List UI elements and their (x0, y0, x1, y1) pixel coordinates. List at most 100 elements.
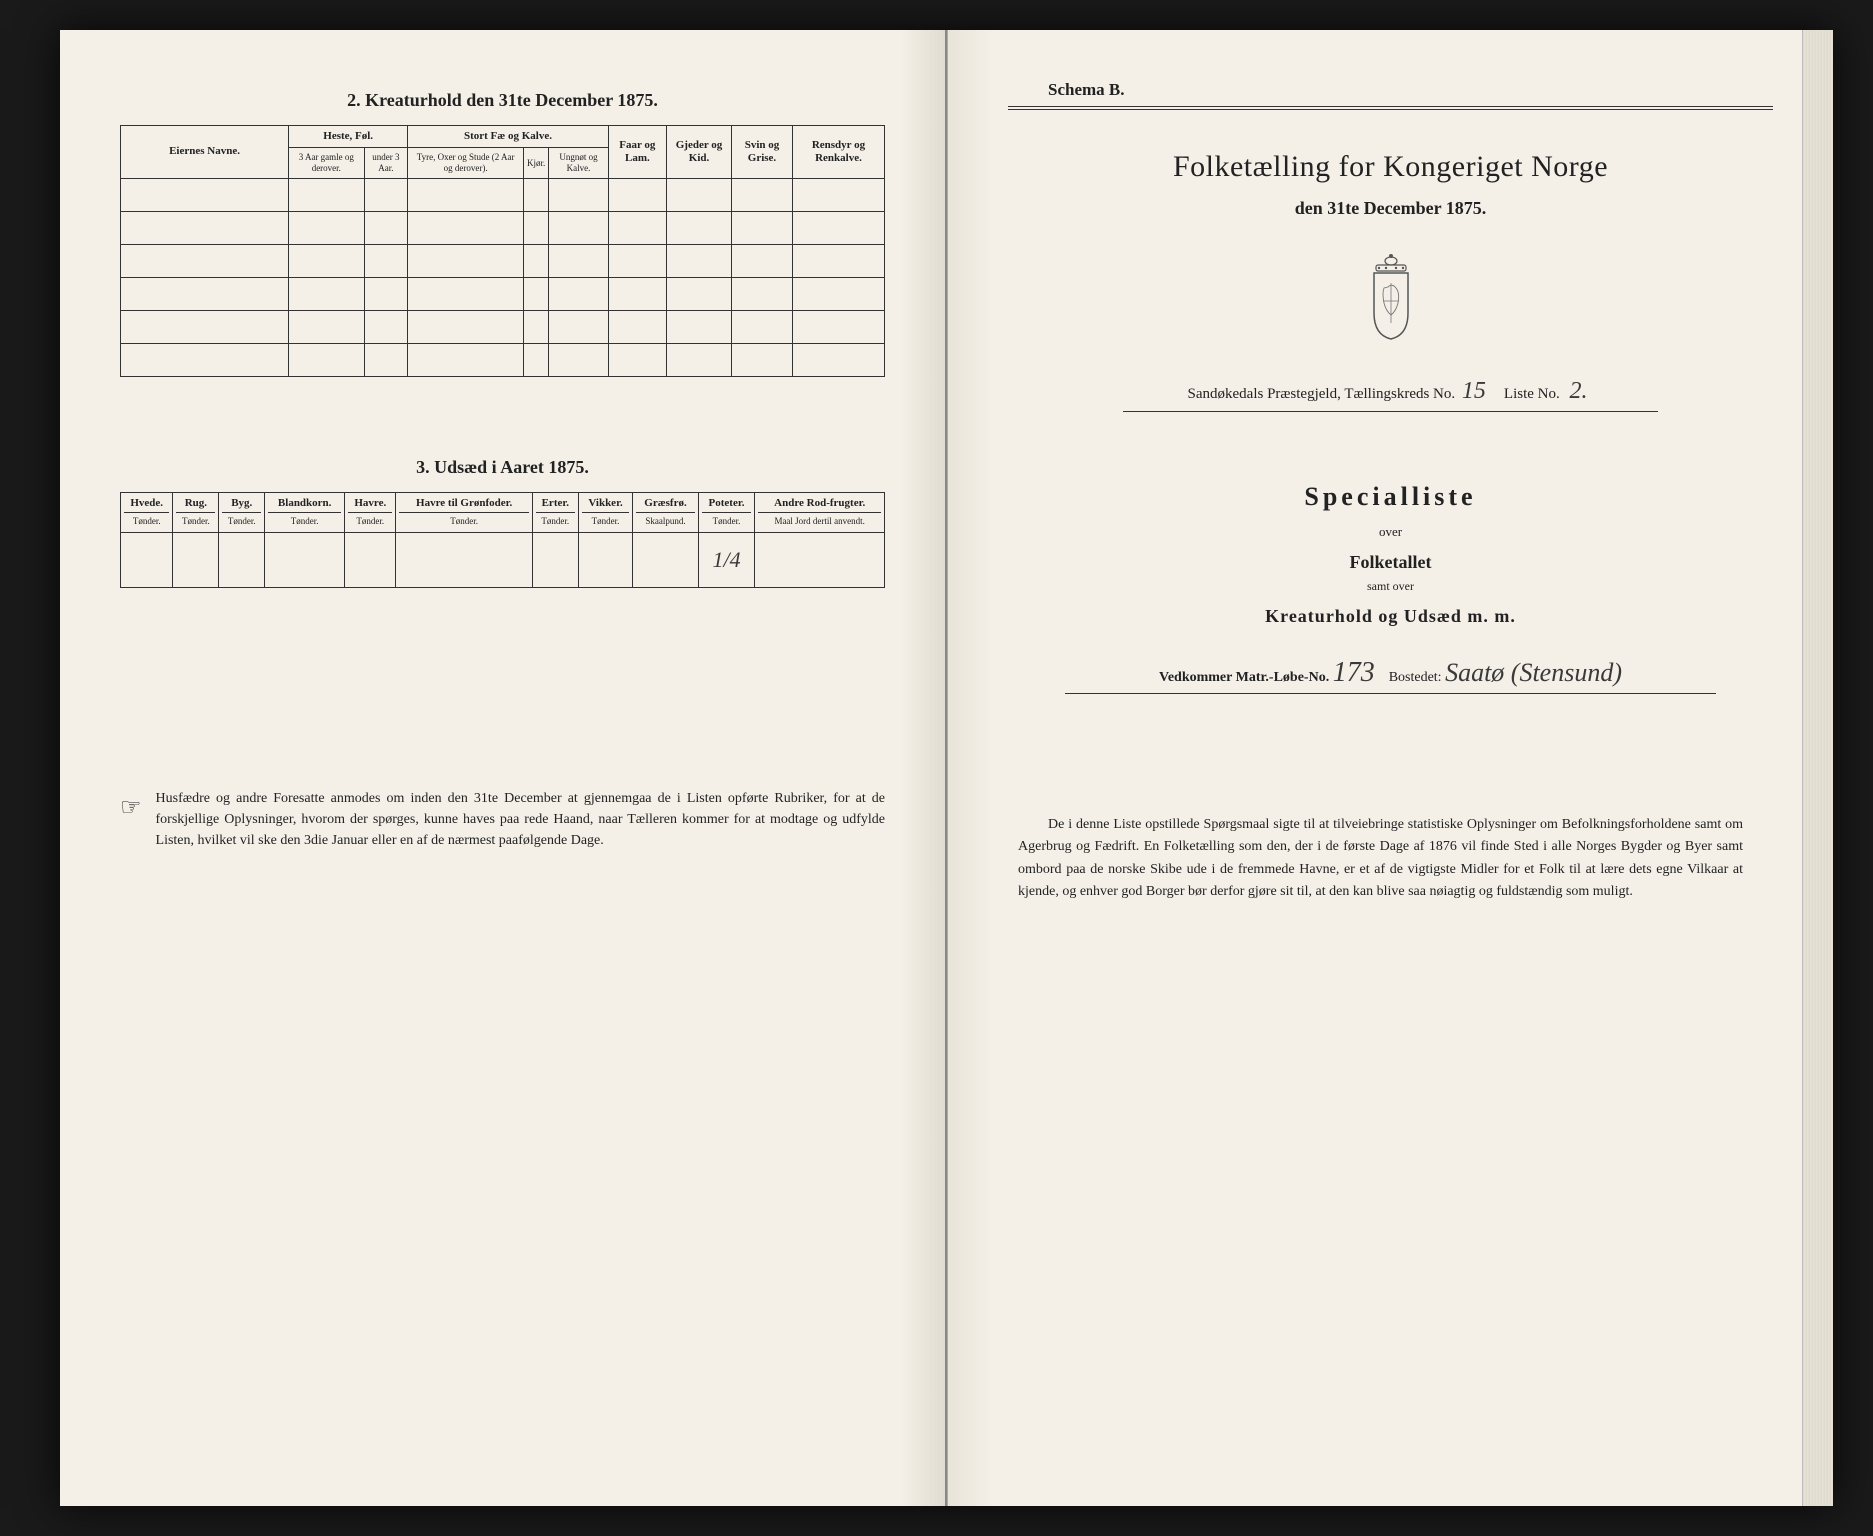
livestock-cell (608, 310, 666, 343)
bosted-label: Bostedet: (1389, 670, 1442, 685)
storfe-a: Tyre, Oxer og Stude (2 Aar og derover). (408, 148, 524, 179)
specialliste-title: Specialliste (1008, 482, 1773, 512)
livestock-cell (408, 343, 524, 376)
seed-cell (532, 533, 578, 588)
livestock-cell (524, 211, 549, 244)
coat-of-arms-icon (1008, 253, 1773, 348)
livestock-cell (121, 277, 289, 310)
livestock-cell (121, 310, 289, 343)
col-rensdyr: Rensdyr og Renkalve. (792, 126, 884, 179)
parish-line: Sandøkedals Præstegjeld, Tællingskreds N… (1008, 378, 1773, 405)
group-heste: Heste, Føl. (289, 126, 408, 148)
right-page: Schema B. Folketælling for Kongeriget No… (947, 30, 1833, 1506)
livestock-cell (667, 310, 732, 343)
schema-label: Schema B. (1048, 80, 1773, 100)
seed-col-header: Byg.Tønder. (219, 492, 265, 532)
seed-col-header: Blandkorn.Tønder. (265, 492, 345, 532)
livestock-cell (289, 310, 364, 343)
matr-no: 173 (1333, 657, 1375, 689)
livestock-cell (524, 178, 549, 211)
livestock-cell (608, 277, 666, 310)
seed-col-header: Erter.Tønder. (532, 492, 578, 532)
seed-cell (345, 533, 396, 588)
livestock-cell (408, 310, 524, 343)
livestock-cell (792, 211, 884, 244)
livestock-cell (364, 277, 408, 310)
livestock-cell (608, 244, 666, 277)
livestock-cell (524, 244, 549, 277)
matr-label-a: Vedkommer Matr.-Løbe-No. (1159, 670, 1329, 685)
livestock-cell (549, 343, 608, 376)
livestock-cell (608, 211, 666, 244)
livestock-table: Eiernes Navne. Heste, Føl. Stort Fæ og K… (120, 125, 885, 377)
bosted-value: Saatø (Stensund) (1445, 658, 1622, 687)
livestock-cell (549, 178, 608, 211)
livestock-cell (608, 178, 666, 211)
left-footnote: ☞ Husfædre og andre Foresatte anmodes om… (120, 788, 885, 851)
heste-b: under 3 Aar. (364, 148, 408, 179)
parish-label-a: Sandøkedals Præstegjeld, Tællingskreds N… (1188, 386, 1456, 402)
section2-title: 2. Kreaturhold den 31te December 1875. (120, 90, 885, 111)
livestock-row (121, 178, 885, 211)
livestock-cell (732, 310, 793, 343)
livestock-cell (364, 244, 408, 277)
livestock-cell (121, 244, 289, 277)
livestock-cell (121, 211, 289, 244)
livestock-row (121, 343, 885, 376)
seed-col-header: Hvede.Tønder. (121, 492, 173, 532)
livestock-cell (732, 211, 793, 244)
livestock-row (121, 310, 885, 343)
seed-col-header: Rug.Tønder. (173, 492, 219, 532)
pointing-hand-icon: ☞ (120, 790, 142, 851)
livestock-cell (121, 178, 289, 211)
livestock-row (121, 244, 885, 277)
livestock-cell (289, 244, 364, 277)
special-samt: samt over (1008, 579, 1773, 594)
seed-cell (633, 533, 698, 588)
liste-label: Liste No. (1504, 386, 1560, 402)
livestock-cell (792, 343, 884, 376)
special-over: over (1008, 524, 1773, 540)
livestock-cell (524, 310, 549, 343)
right-footnote: De i denne Liste opstillede Spørgsmaal s… (1008, 814, 1773, 904)
special-kreaturhold: Kreaturhold og Udsæd m. m. (1008, 606, 1773, 627)
seed-cell (396, 533, 532, 588)
livestock-cell (289, 343, 364, 376)
livestock-cell (549, 277, 608, 310)
col-svin: Svin og Grise. (732, 126, 793, 179)
seed-data-row: 1/4 (121, 533, 885, 588)
seed-cell (265, 533, 345, 588)
livestock-cell (408, 244, 524, 277)
left-page: 2. Kreaturhold den 31te December 1875. E… (60, 30, 947, 1506)
seed-col-header: Græsfrø.Skaalpund. (633, 492, 698, 532)
matr-line: Vedkommer Matr.-Løbe-No. 173 Bostedet: S… (1008, 657, 1773, 689)
section3-title: 3. Udsæd i Aaret 1875. (120, 457, 885, 478)
livestock-cell (732, 277, 793, 310)
livestock-cell (289, 211, 364, 244)
livestock-cell (792, 277, 884, 310)
livestock-cell (608, 343, 666, 376)
storfe-c: Ungnøt og Kalve. (549, 148, 608, 179)
livestock-cell (408, 211, 524, 244)
livestock-cell (732, 178, 793, 211)
livestock-cell (408, 178, 524, 211)
main-title: Folketælling for Kongeriget Norge (1008, 150, 1773, 184)
livestock-cell (667, 244, 732, 277)
seed-cell: 1/4 (698, 533, 755, 588)
livestock-cell (364, 343, 408, 376)
group-storfe: Stort Fæ og Kalve. (408, 126, 608, 148)
seed-col-header: Vikker.Tønder. (578, 492, 633, 532)
livestock-cell (792, 178, 884, 211)
special-folketallet: Folketallet (1008, 552, 1773, 573)
livestock-cell (549, 310, 608, 343)
livestock-row (121, 211, 885, 244)
livestock-cell (549, 244, 608, 277)
livestock-cell (792, 310, 884, 343)
col-gjeder: Gjeder og Kid. (667, 126, 732, 179)
livestock-cell (524, 343, 549, 376)
livestock-cell (549, 211, 608, 244)
seed-cell (755, 533, 885, 588)
livestock-cell (667, 277, 732, 310)
livestock-cell (364, 211, 408, 244)
livestock-cell (524, 277, 549, 310)
